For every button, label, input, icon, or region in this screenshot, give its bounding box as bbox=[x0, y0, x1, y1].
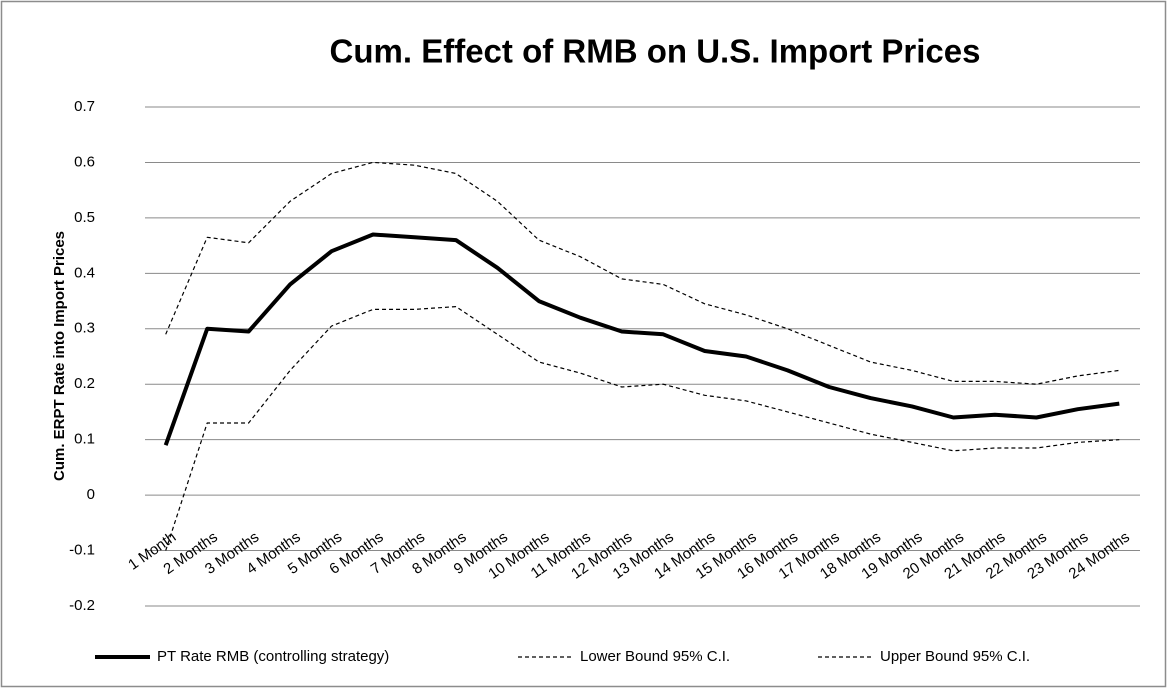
y-tick-label: 0.4 bbox=[74, 264, 95, 281]
y-tick-label: 0.3 bbox=[74, 320, 95, 337]
y-tick-label: 0.6 bbox=[74, 153, 95, 170]
legend-label: Lower Bound 95% C.I. bbox=[580, 648, 730, 665]
y-tick-label: 0.7 bbox=[74, 98, 95, 115]
legend-label: PT Rate RMB (controlling strategy) bbox=[157, 648, 389, 665]
legend-label: Upper Bound 95% C.I. bbox=[880, 648, 1030, 665]
chart-title: Cum. Effect of RMB on U.S. Import Prices bbox=[330, 33, 981, 70]
y-tick-label: 0.2 bbox=[74, 375, 95, 392]
y-tick-label: -0.1 bbox=[69, 542, 95, 559]
series-line bbox=[163, 232, 1120, 446]
y-tick-label: 0.1 bbox=[74, 431, 95, 448]
y-tick-label: 0 bbox=[87, 486, 95, 503]
series-line bbox=[165, 161, 1120, 385]
series-line bbox=[165, 306, 1120, 551]
y-axis-label: Cum. ERPT Rate into Import Prices bbox=[51, 231, 68, 481]
y-tick-label: -0.2 bbox=[69, 597, 95, 614]
y-tick-label: 0.5 bbox=[74, 209, 95, 226]
